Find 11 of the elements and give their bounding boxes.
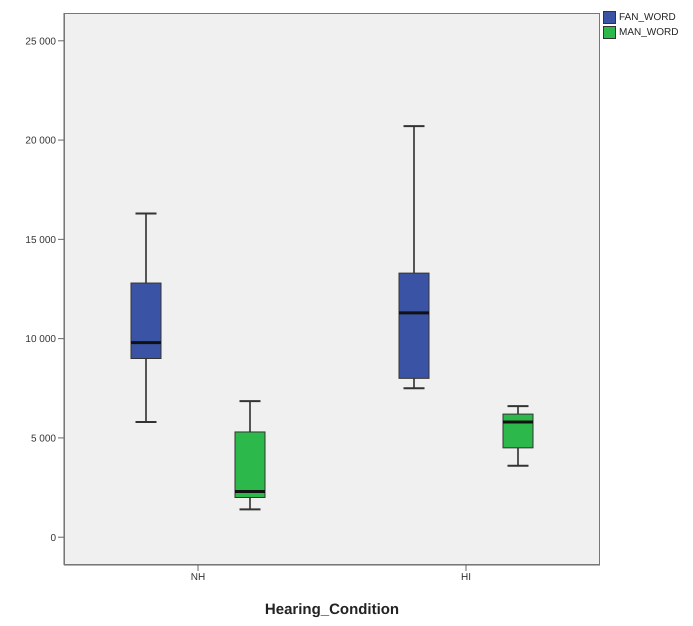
y-tick-label: 0 — [50, 532, 56, 544]
legend-label: FAN_WORD — [619, 12, 676, 23]
y-tick-label: 25 000 — [25, 36, 56, 48]
y-tick-label: 5 000 — [30, 433, 56, 444]
y-tick-label: 10 000 — [25, 334, 56, 346]
legend-label: MAN_WORD — [619, 27, 678, 38]
y-tick-label: 15 000 — [25, 234, 56, 246]
x-axis-title: Hearing_Condition — [264, 601, 400, 618]
x-tick-label: HI — [461, 572, 471, 584]
y-tick-label: 20 000 — [25, 136, 56, 147]
x-tick-label: NH — [190, 572, 206, 584]
